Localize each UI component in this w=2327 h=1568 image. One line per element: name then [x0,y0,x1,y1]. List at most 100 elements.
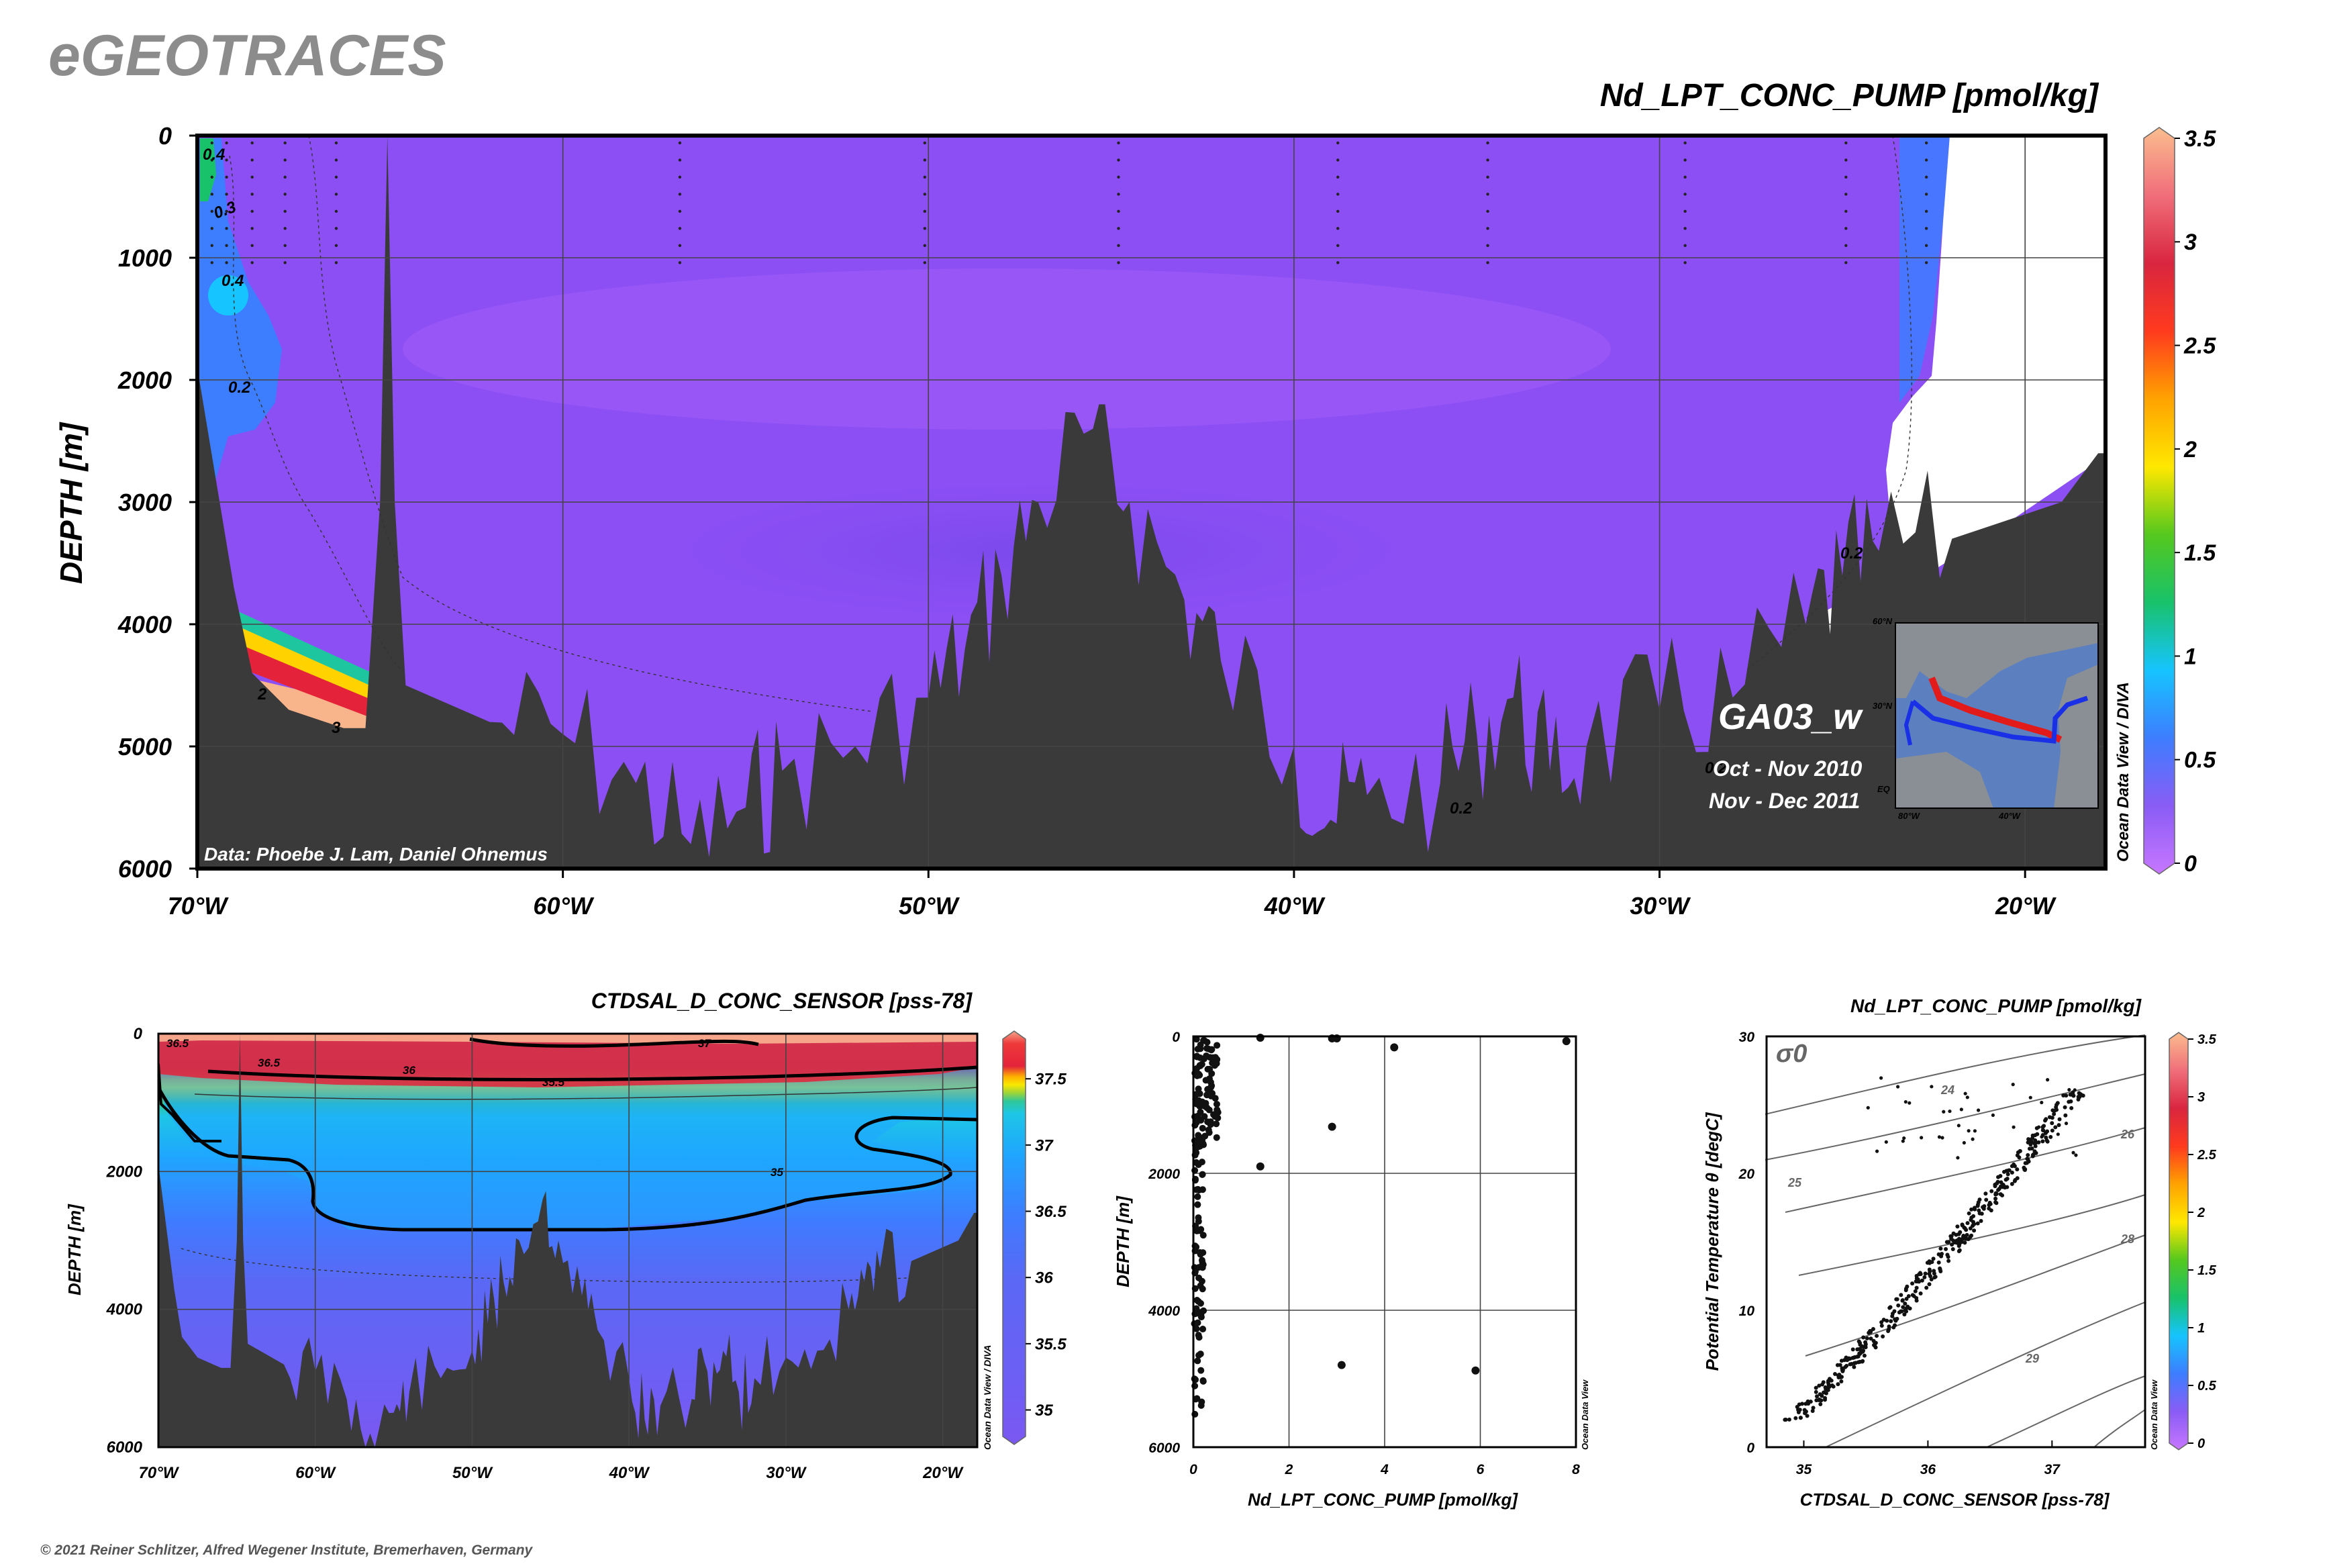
salinity-x-tick-50-w: 50°W [452,1464,493,1482]
station-sample-dot [1924,209,1928,213]
ts-point [1869,1336,1873,1341]
ts-point [1918,1271,1922,1275]
cruise-label: GA03_w [1718,697,1863,737]
salinity-plot-field [158,1034,977,1447]
ts-y-tick-10: 10 [1739,1304,1755,1319]
station-sample-dot [1844,227,1848,230]
station-sample-dot [283,175,287,179]
profile-point [1213,1100,1220,1108]
ts-point [1901,1305,1905,1310]
ts-point [2006,1168,2011,1173]
ts-point [1948,1109,1952,1114]
profile-point [1207,1079,1214,1086]
station-sample-dot [334,193,338,196]
station-sample-dot [225,158,228,162]
ts-point [1957,1244,1961,1248]
station-sample-dot [1844,141,1848,145]
main-x-tick-20-w: 20°W [1995,892,2057,920]
salinity-contour-label-6: 35 [771,1166,783,1179]
ts-point [1936,1260,1941,1265]
cbarSal-tick-35: 35 [1035,1402,1053,1420]
ts-point [1998,1174,2003,1179]
ts-point [1818,1402,1823,1406]
ts-point [2012,1125,2016,1129]
profile-point [1198,1257,1205,1264]
cbarMain-tick-3p5: 3.5 [2184,126,2216,152]
station-sample-dot [678,141,682,145]
ts-point [1938,1267,1942,1272]
ts-point [2054,1105,2059,1110]
ts-point [1967,1211,1971,1216]
ts-point [2011,1083,2015,1087]
ts-point [1875,1149,1879,1153]
profile-point [1214,1042,1221,1049]
ts-point [1908,1306,1912,1311]
ts-point [2012,1162,2016,1167]
station-sample-dot [250,141,254,145]
ts-point [1989,1189,1994,1193]
salinity-contour-35 [158,1086,977,1232]
main-y-tick-3000: 3000 [118,489,172,516]
ts-point [1963,1091,1967,1095]
ts-point [1798,1416,1803,1420]
ts-point [1930,1260,1934,1265]
ts-point [1862,1353,1867,1358]
station-sample-dot [1336,175,1340,179]
profile-point [1207,1046,1215,1054]
cruise-date-1: Oct - Nov 2010 [1713,756,1863,781]
ts-point [2046,1078,2050,1082]
ts-gridlines [1803,1440,2053,1447]
station-sample-dot [1486,244,1489,247]
station-sample-dot [283,209,287,213]
main-y-axis-label: DEPTH [m] [54,422,89,584]
station-sample-dot [1844,209,1848,213]
isopycnal-24-line [1765,1034,2146,1115]
main-colorbar: 0 0.5 1 1.5 2 2.5 3 3.5 [2143,126,2216,877]
salinity-contour-label-1: 36.5 [166,1037,189,1050]
profile-point [1214,1056,1221,1063]
station-sample-dot [334,175,338,179]
profile-point [1199,1285,1206,1293]
ts-point [1797,1408,1802,1412]
ts-y-tick-30: 30 [1739,1030,1755,1045]
ts-point [2067,1087,2071,1092]
isopycnal-30-line [1986,1375,2146,1448]
profile-point [1206,1065,1214,1073]
ts-point [2045,1129,2050,1134]
profile-point [1203,1038,1211,1046]
main-cyan-spot [208,275,248,315]
profile-point [1195,1274,1203,1281]
station-sample-dot [225,141,228,145]
profile-outlier-point [1256,1034,1265,1042]
profile-outlier-point [1256,1162,1265,1171]
main-contour-label-5: 2 [257,685,267,703]
ts-colorbar: 0 0.5 1 1.5 2 2.5 3 3.5 [2169,1032,2217,1451]
profile-point [1209,1059,1216,1067]
ts-point [1881,1334,1885,1339]
ts-point [1981,1205,1985,1210]
ts-point [1975,1202,1980,1207]
station-sample-dot [1683,141,1687,145]
ts-point [1871,1326,1875,1331]
ts-point [1957,1124,1961,1128]
profile-point [1197,1367,1205,1374]
ts-point [1836,1382,1840,1387]
profile-x-tick-6: 6 [1477,1462,1485,1477]
salinity-colorbar: 35 35.5 36 36.5 37 37.5 [1002,1030,1067,1445]
station-sample-dot [210,209,213,213]
main-y-tick-6000: 6000 [118,855,172,883]
ts-point [1879,1320,1884,1324]
isopycnal-27-line [1798,1194,2146,1276]
cbarMain-tick-3: 3 [2184,230,2197,255]
station-sample-dot [678,209,682,213]
ts-point [1931,1257,1936,1261]
profile-point [1200,1307,1207,1314]
ts-point [2040,1125,2045,1130]
main-axis-ticks: 70°W 60°W 50°W 40°W 30°W 20°W 0 1000 2000 3000 400… [117,122,2057,920]
station-sample-dot [334,141,338,145]
station-sample-dot [1117,175,1120,179]
ts-point [1908,1101,1912,1105]
station-sample-dot [250,175,254,179]
isopycnal-label-25: 25 [1787,1176,1802,1189]
profile-point [1195,1332,1202,1339]
